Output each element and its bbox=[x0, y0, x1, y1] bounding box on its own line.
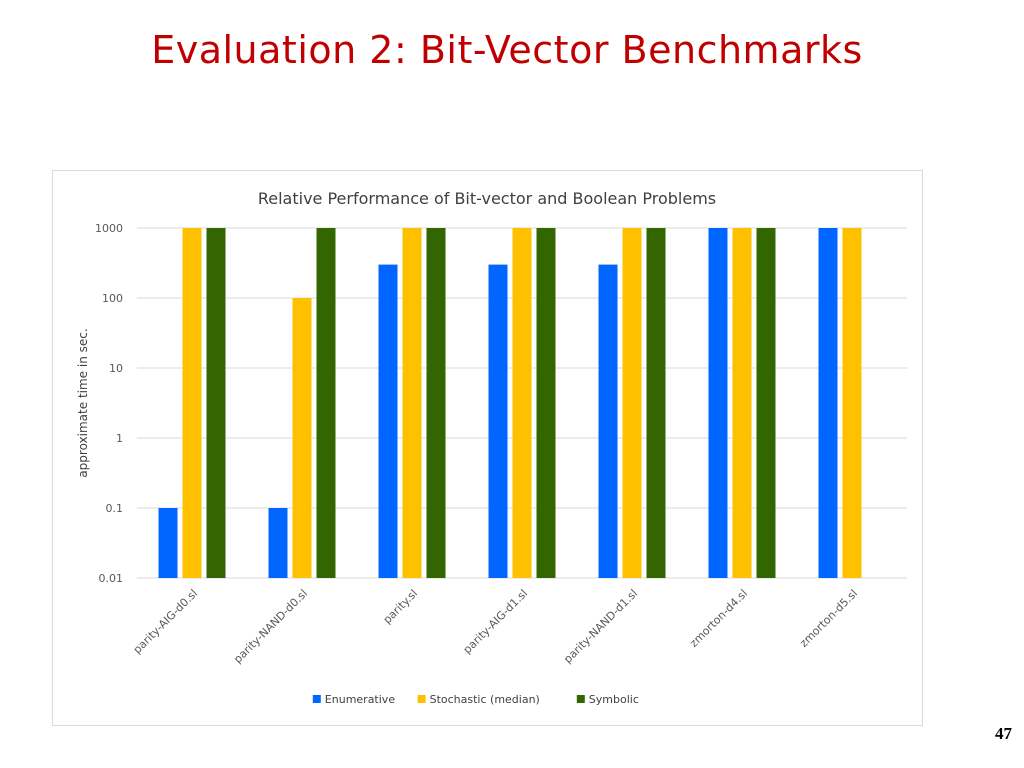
legend-swatch bbox=[576, 695, 585, 703]
x-tick-label: parity-AIG-d1.sl bbox=[461, 587, 530, 656]
legend: Enumerative Stochastic (median) Symbolic bbox=[312, 693, 639, 706]
bar-symbolic-5 bbox=[756, 228, 776, 578]
bar-chart: Relative Performance of Bit-vector and B… bbox=[76, 189, 907, 706]
bar-stochastic-median-3 bbox=[512, 228, 532, 578]
bar-enumerative-5 bbox=[708, 228, 728, 578]
y-tick-label: 100 bbox=[102, 292, 123, 305]
page-number: 47 bbox=[995, 724, 1012, 743]
legend-swatch bbox=[312, 695, 321, 703]
y-tick-label: 0.1 bbox=[106, 502, 124, 515]
y-tick-label: 0.01 bbox=[99, 572, 124, 585]
legend-item-label: Enumerative bbox=[325, 693, 396, 706]
x-tick-label: parity-NAND-d1.sl bbox=[561, 587, 640, 666]
chart-frame: Relative Performance of Bit-vector and B… bbox=[52, 170, 923, 726]
bar-enumerative-3 bbox=[488, 264, 508, 578]
x-tick-labels: parity-AIG-d0.sl parity-NAND-d0.sl parity.… bbox=[131, 587, 860, 666]
bar-enumerative-4 bbox=[598, 264, 618, 578]
x-tick-label: zmorton-d4.sl bbox=[687, 587, 750, 650]
legend-item-label: Stochastic (median) bbox=[430, 693, 540, 706]
bar-enumerative-0 bbox=[158, 508, 178, 578]
bar-symbolic-0 bbox=[206, 228, 226, 578]
x-tick-label: parity.sl bbox=[381, 587, 420, 626]
bar-stochastic-median-4 bbox=[622, 228, 642, 578]
bar-enumerative-1 bbox=[268, 508, 288, 578]
y-tick-labels: 1000 100 10 1 0.1 0.01 bbox=[95, 222, 123, 585]
y-tick-label: 1 bbox=[116, 432, 123, 445]
bars bbox=[158, 228, 862, 578]
bar-symbolic-4 bbox=[646, 228, 666, 578]
y-tick-label: 1000 bbox=[95, 222, 123, 235]
bar-stochastic-median-1 bbox=[292, 298, 312, 578]
slide-title: Evaluation 2: Bit-Vector Benchmarks bbox=[151, 28, 863, 72]
y-tick-label: 10 bbox=[109, 362, 123, 375]
x-tick-label: parity-NAND-d0.sl bbox=[231, 587, 310, 666]
legend-swatch bbox=[417, 695, 426, 703]
bar-enumerative-2 bbox=[378, 264, 398, 578]
x-tick-label: zmorton-d5.sl bbox=[797, 587, 860, 650]
bar-stochastic-median-0 bbox=[182, 228, 202, 578]
chart-title: Relative Performance of Bit-vector and B… bbox=[258, 189, 716, 208]
y-axis-label: approximate time in sec. bbox=[76, 328, 90, 477]
bar-symbolic-3 bbox=[536, 228, 556, 578]
bar-stochastic-median-2 bbox=[402, 228, 422, 578]
x-tick-label: parity-AIG-d0.sl bbox=[131, 587, 200, 656]
bar-enumerative-6 bbox=[818, 228, 838, 578]
bar-symbolic-1 bbox=[316, 228, 336, 578]
bar-stochastic-median-6 bbox=[842, 228, 862, 578]
bar-symbolic-2 bbox=[426, 228, 446, 578]
bar-stochastic-median-5 bbox=[732, 228, 752, 578]
legend-item-label: Symbolic bbox=[589, 693, 639, 706]
